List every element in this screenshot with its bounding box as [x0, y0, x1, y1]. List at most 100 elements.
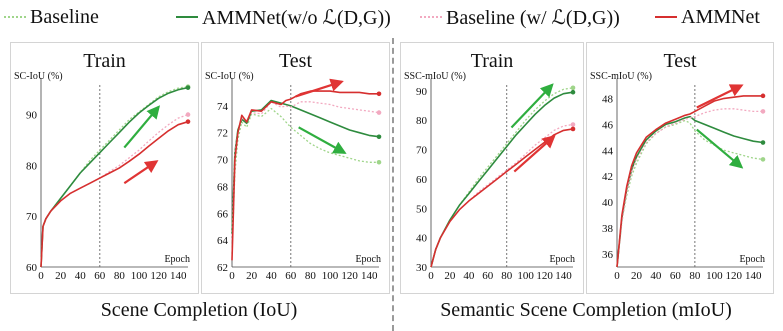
legend-label-ammnet: AMMNet: [681, 5, 760, 28]
x-tick-label: 80: [501, 270, 513, 282]
y-tick-label: 60: [416, 174, 428, 186]
series-end-point-baseline-w: [570, 122, 576, 127]
x-tick-label: 100: [706, 270, 723, 282]
chart-title: Test: [279, 50, 312, 72]
y-tick-label: 40: [416, 233, 428, 245]
x-tick-label: 120: [341, 270, 358, 282]
y-tick-label: 66: [217, 208, 229, 220]
series-line-baseline: [231, 107, 379, 254]
y-tick-label: 68: [217, 181, 229, 193]
x-tick-label: 100: [322, 270, 339, 282]
legend-item-baseline: Baseline: [4, 3, 99, 31]
x-tick-label: 140: [170, 270, 187, 282]
y-axis-label: SC-IoU (%): [14, 71, 63, 82]
x-axis-label: Epoch: [164, 254, 190, 265]
series-line-baseline: [430, 87, 574, 268]
x-tick-label: 80: [114, 270, 126, 282]
series-end-point-baseline: [760, 157, 766, 162]
chart-svg: Test SSC-mIoU (%) 0 20 40 60 80 100 120 140 36 38 40…: [590, 50, 766, 282]
trend-arrow-red: [123, 160, 159, 185]
caption-semantic-scene-completion: Semantic Scene Completion (mIoU): [440, 299, 732, 321]
x-tick-label: 60: [285, 270, 297, 282]
legend-item-baseline-w: Baseline (w/ ℒ(D,G)): [420, 3, 620, 31]
series-line-baseline: [40, 85, 189, 268]
x-tick-label: 120: [150, 270, 167, 282]
y-tick-label: 72: [217, 128, 228, 140]
x-axis-label: Epoch: [355, 254, 381, 265]
y-tick-label: 70: [217, 155, 229, 167]
trend-arrow-green: [298, 126, 347, 154]
legend: Baseline AMMNet(w/o ℒ(D,G)) Baseline (w/…: [0, 0, 783, 36]
y-tick-label: 44: [602, 145, 614, 157]
y-tick-label: 74: [217, 101, 229, 113]
chart-panel-ssc-train: Train SSC-mIoU (%) 0 20 40 60 80 100 120 140 30 40 5…: [400, 42, 584, 294]
x-tick-label: 20: [246, 270, 258, 282]
series-end-point-ammnet-wo: [376, 134, 382, 140]
y-axis-label: SSC-mIoU (%): [404, 71, 466, 82]
x-tick-label: 120: [536, 270, 553, 282]
series-line-baseline-w: [231, 101, 380, 241]
series-end-point-baseline: [570, 85, 576, 91]
x-tick-label: 40: [266, 270, 278, 282]
x-tick-label: 100: [131, 270, 148, 282]
x-tick-label: 80: [305, 270, 317, 282]
x-tick-label: 140: [745, 270, 762, 282]
series-end-point-ammnet-wo: [570, 89, 576, 95]
chart-svg: Train SSC-mIoU (%) 0 20 40 60 80 100 120 140 30 40 5…: [404, 50, 576, 282]
series-end-point-baseline-w: [760, 109, 766, 114]
chart-title: Test: [663, 50, 696, 72]
trend-arrow-red: [696, 84, 744, 109]
legend-item-ammnet: AMMNet: [655, 3, 760, 31]
y-axis-label: SC-IoU (%): [205, 71, 254, 82]
series-line-ammnet: [40, 120, 189, 268]
trend-arrow-red: [513, 134, 556, 173]
series-end-point-ammnet: [570, 126, 576, 132]
trend-arrow-green: [696, 128, 744, 169]
series-line-baseline-w: [430, 123, 574, 268]
x-tick-label: 40: [463, 270, 475, 282]
x-tick-label: 40: [650, 270, 662, 282]
legend-item-ammnet-wo: AMMNet(w/o ℒ(D,G)): [176, 3, 391, 31]
trend-arrow-green: [123, 105, 161, 149]
x-tick-label: 0: [614, 270, 620, 282]
x-tick-label: 60: [670, 270, 682, 282]
legend-label-baseline: Baseline: [30, 5, 99, 28]
y-tick-label: 90: [416, 86, 428, 98]
series-line-ammnet-wo: [430, 91, 574, 268]
y-tick-label: 90: [26, 110, 38, 122]
chart-panel-sc-train: Train SC-IoU (%) 0 20 40 60 80 100 120 140 60 70 80 9…: [10, 42, 199, 294]
y-tick-label: 50: [416, 203, 428, 215]
y-tick-label: 70: [26, 211, 38, 223]
y-tick-label: 38: [602, 223, 614, 235]
x-tick-label: 120: [726, 270, 743, 282]
x-tick-label: 40: [75, 270, 87, 282]
legend-swatch-baseline: [4, 16, 26, 18]
series-line-baseline: [616, 119, 764, 268]
series-end-point-ammnet: [376, 91, 382, 97]
x-axis-label: Epoch: [739, 254, 765, 265]
legend-label-ammnet-wo: AMMNet(w/o ℒ(D,G)): [202, 6, 391, 29]
series-end-point-baseline: [376, 159, 382, 165]
y-tick-label: 70: [416, 145, 428, 157]
x-tick-label: 0: [38, 270, 44, 282]
y-tick-label: 46: [602, 119, 614, 131]
x-tick-label: 140: [555, 270, 572, 282]
x-tick-label: 140: [361, 270, 378, 282]
y-tick-label: 42: [602, 171, 613, 183]
x-tick-label: 0: [229, 270, 235, 282]
series-line-ammnet-wo: [231, 99, 380, 234]
trend-arrow-green: [510, 83, 554, 129]
series-line-ammnet-wo: [40, 86, 189, 268]
x-tick-label: 20: [444, 270, 456, 282]
trend-arrow-red: [295, 78, 344, 98]
chart-title: Train: [83, 50, 126, 72]
y-tick-label: 80: [416, 115, 428, 127]
legend-swatch-baseline-w: [420, 16, 442, 18]
chart-svg: Train SC-IoU (%) 0 20 40 60 80 100 120 140 60 70 80 9…: [14, 50, 191, 282]
series-line-baseline-w: [616, 108, 763, 268]
y-tick-label: 62: [217, 262, 228, 274]
series-end-point-ammnet: [760, 93, 766, 99]
series-line-ammnet-wo: [616, 115, 764, 268]
series-end-point-ammnet-wo: [185, 85, 191, 90]
section-divider: [392, 38, 394, 331]
